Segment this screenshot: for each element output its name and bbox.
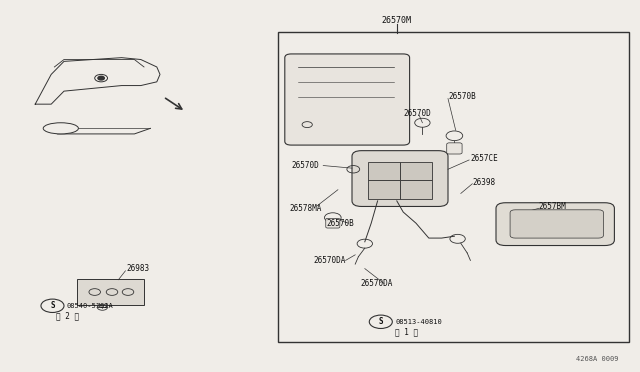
Text: 26570DA: 26570DA — [360, 279, 393, 288]
FancyBboxPatch shape — [368, 162, 400, 180]
Text: S: S — [378, 317, 383, 326]
FancyBboxPatch shape — [285, 54, 410, 145]
FancyBboxPatch shape — [400, 180, 432, 199]
FancyBboxPatch shape — [496, 203, 614, 246]
Text: 26570DA: 26570DA — [314, 256, 346, 265]
Text: 26570D: 26570D — [291, 161, 319, 170]
FancyBboxPatch shape — [352, 151, 448, 206]
FancyBboxPatch shape — [400, 162, 432, 180]
FancyBboxPatch shape — [447, 143, 462, 154]
Circle shape — [98, 76, 104, 80]
Text: ＜ 2 ＞: ＜ 2 ＞ — [56, 311, 79, 320]
Text: 08540-5162A: 08540-5162A — [67, 303, 113, 309]
Text: 4268A 0009: 4268A 0009 — [576, 356, 618, 362]
Text: 26570B: 26570B — [326, 219, 354, 228]
FancyBboxPatch shape — [368, 180, 400, 199]
Text: 26398: 26398 — [472, 178, 495, 187]
Text: 26983: 26983 — [127, 264, 150, 273]
Text: 2657CE: 2657CE — [470, 154, 498, 163]
FancyBboxPatch shape — [326, 218, 340, 228]
Text: 26570B: 26570B — [448, 92, 476, 101]
Text: S: S — [50, 301, 55, 310]
Text: 08513-40810: 08513-40810 — [396, 319, 442, 325]
Text: 26578MA: 26578MA — [289, 204, 322, 213]
Ellipse shape — [43, 123, 79, 134]
FancyBboxPatch shape — [510, 210, 604, 238]
Text: ＜ 1 ＞: ＜ 1 ＞ — [395, 327, 418, 336]
FancyBboxPatch shape — [77, 279, 144, 305]
Text: 2657BM: 2657BM — [539, 202, 566, 211]
Text: 26570M: 26570M — [382, 16, 412, 25]
Text: 26570D: 26570D — [403, 109, 431, 118]
